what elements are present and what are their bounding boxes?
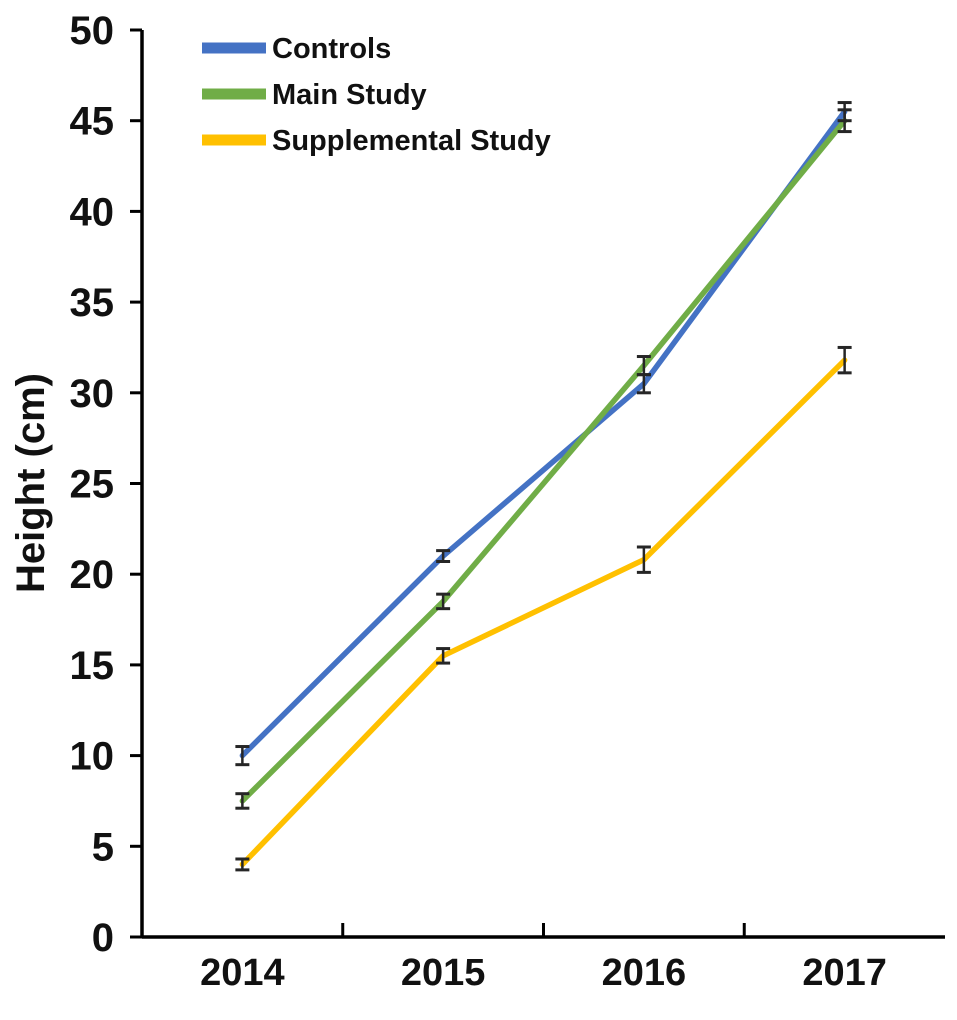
y-tick-label: 0 bbox=[92, 916, 114, 960]
error-bar-supplemental-study-2017 bbox=[837, 345, 852, 375]
y-tick-label: 10 bbox=[70, 735, 115, 779]
error-bar-main-study-2014 bbox=[235, 792, 250, 810]
error-bar-controls-2014 bbox=[235, 745, 250, 767]
legend-item-main-study: Main Study bbox=[202, 79, 427, 111]
error-bar-main-study-2016 bbox=[636, 355, 651, 377]
y-tick-label: 15 bbox=[70, 644, 115, 688]
error-bar-supplemental-study-2016 bbox=[636, 545, 651, 574]
error-bar-main-study-2015 bbox=[436, 592, 451, 611]
y-tick-label: 45 bbox=[70, 100, 115, 144]
y-axis-title: Height (cm) bbox=[9, 373, 53, 593]
x-tick-label-2017: 2017 bbox=[802, 952, 887, 994]
x-tick-label-2015: 2015 bbox=[401, 952, 486, 994]
y-tick-label: 5 bbox=[92, 825, 114, 869]
x-tick-label-2014: 2014 bbox=[200, 952, 285, 994]
y-tick-label: 40 bbox=[70, 190, 115, 234]
series-line-controls bbox=[239, 108, 848, 759]
legend-label-main-study: Main Study bbox=[272, 79, 427, 111]
x-tick-label-2016: 2016 bbox=[602, 952, 687, 994]
error-bar-supplemental-study-2015 bbox=[436, 647, 451, 665]
y-tick-label: 50 bbox=[70, 9, 115, 53]
legend-label-controls: Controls bbox=[272, 33, 391, 65]
series-line-main-study bbox=[239, 117, 848, 804]
legend-item-controls: Controls bbox=[202, 33, 391, 65]
error-bar-main-study-2017 bbox=[837, 108, 852, 134]
y-tick-label: 20 bbox=[70, 553, 115, 597]
series-line-supplemental-study bbox=[239, 357, 848, 868]
legend-item-supplemental-study: Supplemental Study bbox=[202, 125, 551, 157]
series bbox=[239, 108, 848, 868]
error-bar-controls-2015 bbox=[436, 549, 451, 564]
axes: 0 5 10 15 20 25 30 35 40 45 50 2014 2015 2016 2017 bbox=[70, 9, 945, 994]
error-bars bbox=[235, 101, 852, 872]
legend: Controls Main Study Supplemental Study bbox=[202, 33, 551, 157]
y-tick-label: 30 bbox=[70, 372, 115, 416]
y-tick-label: 35 bbox=[70, 281, 115, 325]
legend-label-supplemental-study: Supplemental Study bbox=[272, 125, 551, 157]
error-bar-supplemental-study-2014 bbox=[235, 857, 250, 872]
y-tick-label: 25 bbox=[70, 463, 115, 507]
